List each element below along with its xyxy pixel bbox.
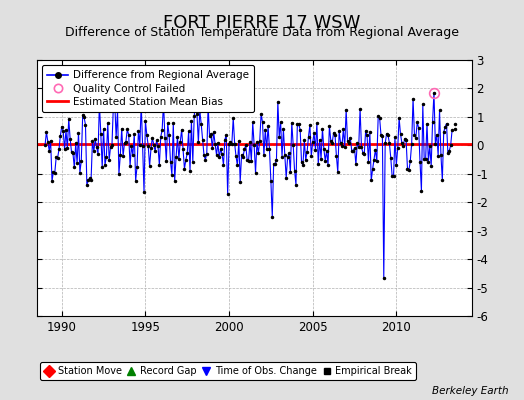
Text: FORT PIERRE 17 WSW: FORT PIERRE 17 WSW bbox=[163, 14, 361, 32]
Legend: Station Move, Record Gap, Time of Obs. Change, Empirical Break: Station Move, Record Gap, Time of Obs. C… bbox=[40, 362, 416, 380]
Text: Berkeley Earth: Berkeley Earth bbox=[432, 386, 508, 396]
Text: Difference of Station Temperature Data from Regional Average: Difference of Station Temperature Data f… bbox=[65, 26, 459, 39]
